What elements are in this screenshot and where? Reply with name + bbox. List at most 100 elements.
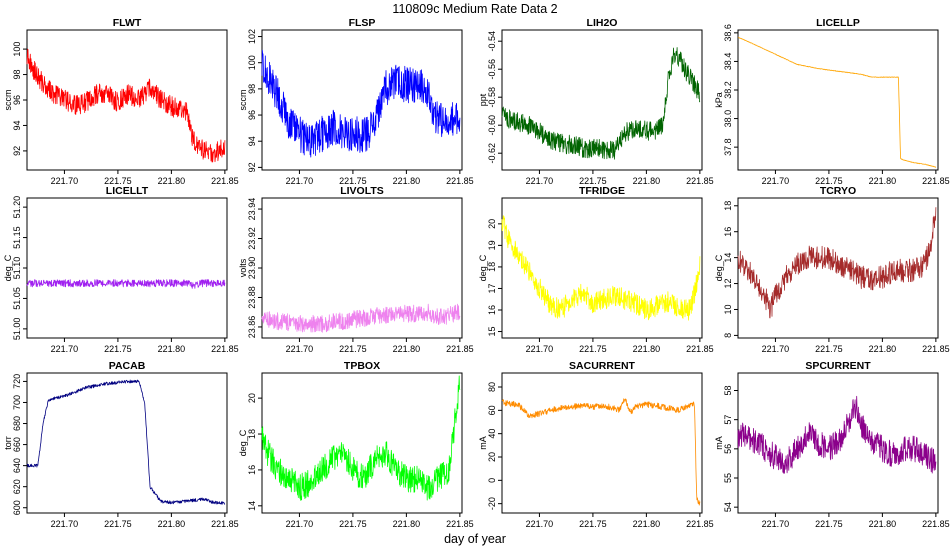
y-tick-label: 80 [487,382,497,392]
y-axis-label: deg_C [478,254,488,281]
x-tick-label: 221.85 [446,519,474,529]
x-tick-label: 221.85 [211,344,239,354]
x-tick-label: 221.80 [633,344,661,354]
y-tick-label: -0.54 [487,31,497,52]
x-tick-label: 221.70 [526,176,554,186]
panel-title: SACURRENT [569,360,636,372]
x-tick-label: 221.80 [393,344,421,354]
series-line [26,48,226,163]
panel-sacurrent: SACURRENT mA 221.70 221.75 221.80 221.85 -20 0 2… [478,360,714,529]
y-tick-label: 51.15 [12,226,22,249]
series-line [737,207,937,319]
y-tick-label: 96 [12,95,22,105]
y-tick-label: -0.56 [487,59,497,80]
plot-frame [261,372,463,514]
y-axis-label: volts [238,258,248,277]
x-tick-label: 221.70 [51,519,79,529]
y-tick-label: 94 [247,136,257,146]
y-tick-label: 37.8 [723,138,733,156]
x-tick-label: 221.85 [922,176,950,186]
x-tick-label: 221.75 [339,176,367,186]
y-tick-label: 60 [487,405,497,415]
y-tick-label: 16 [247,465,257,475]
panel-pacab: PACAB torr 221.70 221.75 221.80 221.85 600 620 6… [3,360,239,529]
panel-title: FLWT [113,17,142,29]
panel-spcurrent: SPCURRENT mA 221.70 221.75 221.80 221.85 54 55 5… [714,360,950,529]
x-tick-label: 221.80 [393,176,421,186]
x-tick-label: 221.85 [922,344,950,354]
y-tick-label: 57 [723,415,733,425]
panel-flsp: FLSP sccm 221.70 221.75 221.80 221.85 92 94 96 98… [238,17,474,186]
y-axis-label: sccm [238,90,248,111]
x-tick-label: 221.70 [51,176,79,186]
y-tick-label: 98 [12,70,22,80]
y-tick-label: 17 [487,283,497,293]
y-tick-label: 23.94 [247,198,257,221]
y-tick-label: 10 [723,304,733,314]
y-tick-label: 92 [247,162,257,172]
y-axis-label: mA [478,436,488,450]
x-tick-label: 221.80 [633,176,661,186]
plot-frame [26,372,228,514]
panel-lih2o: LIH2O ppt 221.70 221.75 221.80 221.85 -0.62 -0.… [478,17,714,186]
y-tick-label: 16 [487,305,497,315]
series-line [261,303,461,333]
panel-title: LICELLT [106,185,149,197]
y-tick-label: -0.60 [487,115,497,136]
figure-x-label: day of year [444,532,506,546]
plot-frame [501,197,703,339]
panel-title: LIVOLTS [340,185,384,197]
y-tick-label: -0.58 [487,87,497,108]
y-tick-label: 14 [723,253,733,263]
y-tick-label: 38.2 [723,81,733,99]
panel-title: TCRYO [820,185,856,197]
x-tick-label: 221.80 [158,519,186,529]
x-tick-label: 221.85 [922,519,950,529]
y-tick-label: 18 [723,201,733,211]
x-tick-label: 221.75 [104,344,132,354]
panel-tpbox: TPBOX deg_C 221.70 221.75 221.80 221.85 14 16 18… [238,360,474,529]
panel-licellt: LICELLT deg_C 221.70 221.75 221.80 221.85 51.0… [3,185,239,354]
panel-title: FLSP [349,17,376,29]
y-tick-label: 98 [247,84,257,94]
figure-title: 110809c Medium Rate Data 2 [392,2,557,16]
y-tick-label: 12 [723,279,733,289]
y-tick-label: 660 [12,437,22,452]
panel-tfridge: TFRIDGE deg_C 221.70 221.75 221.80 221.85 15 16… [478,185,714,354]
x-tick-label: 221.70 [286,519,314,529]
x-tick-label: 221.70 [286,344,314,354]
y-tick-label: 640 [12,458,22,473]
x-tick-label: 221.80 [393,519,421,529]
y-tick-label: 20 [487,452,497,462]
plot-frame [501,372,703,514]
panel-title: TFRIDGE [579,185,625,197]
x-tick-label: 221.70 [286,176,314,186]
y-tick-label: 18 [487,262,497,272]
x-tick-label: 221.80 [869,344,897,354]
y-tick-label: 20 [247,393,257,403]
y-tick-label: 38.6 [723,24,733,42]
x-tick-label: 221.70 [762,176,790,186]
y-tick-label: 600 [12,500,22,515]
y-tick-label: 700 [12,395,22,410]
x-tick-label: 221.70 [526,519,554,529]
y-tick-label: 20 [487,219,497,229]
x-tick-label: 221.75 [579,344,607,354]
y-tick-label: 0 [487,478,497,483]
y-tick-label: 620 [12,479,22,494]
panel-licellp: LICELLP kPa 221.70 221.75 221.80 221.85 37.8 38… [714,17,950,186]
series-line [737,395,937,474]
x-tick-label: 221.70 [762,344,790,354]
y-tick-label: 23.88 [247,286,257,309]
y-tick-label: 16 [723,227,733,237]
y-axis-label: deg_C [714,254,724,281]
x-tick-label: 221.85 [686,344,714,354]
panel-title: LICELLP [816,17,860,29]
series-line [261,49,461,158]
y-tick-label: 51.00 [12,318,22,341]
y-tick-label: -20 [487,497,497,510]
y-tick-label: 18 [247,429,257,439]
y-tick-label: 51.10 [12,257,22,280]
y-tick-label: 56 [723,444,733,454]
